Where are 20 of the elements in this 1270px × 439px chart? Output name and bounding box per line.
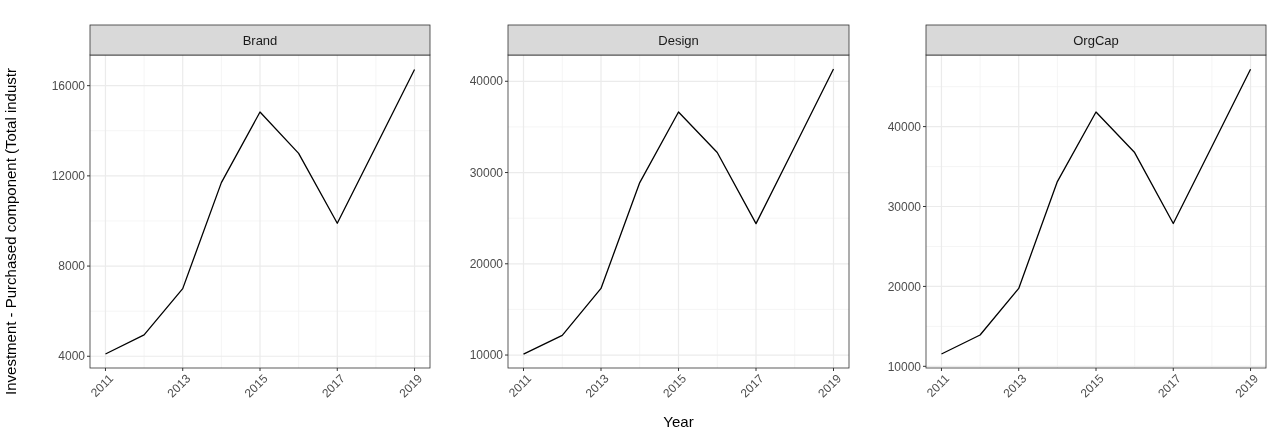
y-tick-label: 10000 [469,348,504,363]
y-tick-label: 8000 [58,259,86,274]
y-tick-label: 30000 [887,199,922,214]
line-series [522,68,835,355]
line-series [940,68,1252,355]
chart-title: Design [658,32,699,48]
line-series [104,68,416,355]
y-tick-label: 4000 [58,349,86,364]
chart-title: OrgCap [1073,32,1119,48]
y-tick-label: 16000 [51,78,86,93]
x-axis-title: Year [663,413,694,430]
y-axis-title: Investment - Purchased component (Total industr [2,68,19,395]
chart-title: Brand [242,32,278,48]
y-tick-label: 40000 [469,74,504,89]
y-tick-label: 30000 [469,165,504,180]
y-tick-label: 40000 [887,119,922,134]
y-tick-label: 20000 [887,279,922,294]
y-tick-label: 20000 [469,256,504,271]
y-tick-label: 12000 [51,169,86,184]
y-tick-label: 10000 [887,359,922,374]
